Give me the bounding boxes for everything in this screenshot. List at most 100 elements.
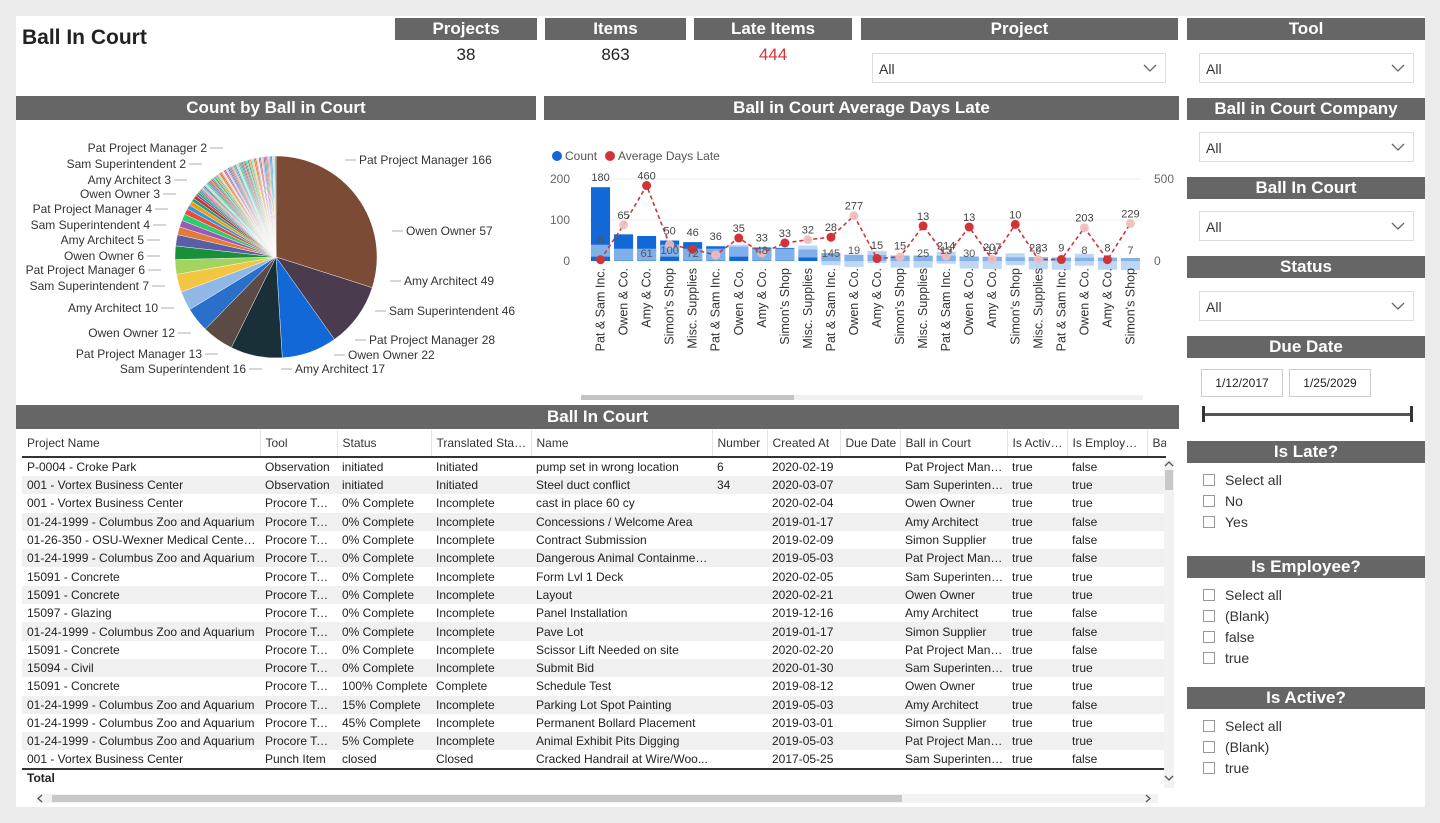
table-cell: false (1072, 514, 1098, 529)
table-cell: 2019-05-03 (772, 734, 834, 749)
scroll-up-icon[interactable] (1164, 460, 1174, 468)
count-bar-detail (683, 248, 703, 261)
column-header[interactable]: Project Name (22, 430, 261, 457)
table-row[interactable]: 01-26-350 - OSU-Wexner Medical Center ..… (22, 530, 1166, 550)
table-cell: Panel Installation (536, 606, 628, 621)
table-row[interactable]: 01-24-1999 - Columbus Zoo and Aquarium Pr… (22, 512, 1166, 531)
column-header[interactable]: Translated Status (431, 430, 532, 457)
y-axis-tick: 100 (550, 213, 570, 227)
ball-in-court-dropdown[interactable]: All (1199, 211, 1414, 241)
column-header[interactable]: Tool (260, 430, 338, 457)
due-date-end-input[interactable]: 1/25/2029 (1289, 369, 1371, 397)
avg-days-late-point (596, 255, 606, 265)
tool-dropdown[interactable]: All (1199, 53, 1414, 83)
is-active-option-true[interactable]: true (1203, 759, 1249, 777)
table-cell: Initiated (436, 460, 479, 474)
table-cell: Procore Task (265, 551, 335, 566)
checkbox-icon (1203, 474, 1215, 486)
table-cell (840, 641, 900, 659)
table-cell: 0% Complete (342, 551, 415, 566)
column-header[interactable]: Number (712, 430, 768, 457)
table-horizontal-scrollbar[interactable] (36, 794, 1158, 803)
table-row[interactable]: 001 - Vortex Business Center Punch Item cl… (22, 750, 1166, 770)
is-employee-option-select-all[interactable]: Select all (1203, 586, 1282, 604)
scroll-down-icon[interactable] (1164, 774, 1174, 782)
pie-label: Pat Project Manager 166 (359, 153, 492, 167)
table-row[interactable]: P-0004 - Croke Park Observation initiated I… (22, 457, 1166, 476)
table-row[interactable]: 001 - Vortex Business Center Procore Task… (22, 494, 1166, 513)
column-header[interactable]: Ball in Court (900, 430, 1008, 457)
table-row[interactable]: 15091 - Concrete Procore Task 0% Complete I… (22, 585, 1166, 605)
table-cell (840, 567, 900, 585)
ball-in-court-table[interactable]: Project Name Tool Status Translated Status N… (22, 430, 1166, 794)
project-dropdown[interactable]: All (872, 53, 1166, 83)
table-cell: false (1072, 606, 1098, 621)
column-header[interactable]: Name (531, 430, 713, 457)
table-cell: Incomplete (436, 551, 495, 566)
due-date-slider-end-handle[interactable] (1410, 406, 1413, 422)
table-row[interactable]: 01-24-1999 - Columbus Zoo and Aquarium Pr… (22, 549, 1166, 568)
column-header[interactable]: Status (337, 430, 432, 457)
pie-slice (274, 155, 277, 258)
scroll-right-icon[interactable] (1144, 794, 1152, 803)
status-dropdown[interactable]: All (1199, 291, 1414, 321)
column-header[interactable]: Is Employee? (1067, 430, 1148, 457)
table-cell: Incomplete (436, 716, 495, 730)
table-cell: Owen Owner (905, 496, 976, 511)
table-row[interactable]: 01-24-1999 - Columbus Zoo and Aquarium Pr… (22, 622, 1166, 641)
average-days-late-combo-chart[interactable]: Count Average Days Late200100050001806546… (544, 120, 1179, 400)
table-row[interactable]: 01-24-1999 - Columbus Zoo and Aquarium Pr… (22, 732, 1166, 751)
x-axis-tick: Owen & Co. (732, 268, 746, 335)
column-header[interactable]: Due Date (840, 430, 901, 458)
table-cell: Procore Task (265, 569, 335, 584)
table-row[interactable]: 001 - Vortex Business Center Observation i… (22, 476, 1166, 495)
legend-label: Average Days Late (618, 149, 720, 163)
table-vertical-scrollbar[interactable] (1164, 460, 1174, 788)
table-cell (712, 513, 767, 531)
is-employee-option-false[interactable]: false (1203, 628, 1255, 646)
table-row[interactable]: 15097 - Glazing Procore Task 0% Complete In… (22, 604, 1166, 623)
table-row[interactable]: 01-24-1999 - Columbus Zoo and Aquarium Pr… (22, 695, 1166, 714)
table-cell: 34 (717, 478, 731, 493)
column-header[interactable]: Bal (1147, 430, 1166, 457)
is-employee-option-true[interactable]: true (1203, 649, 1249, 667)
table-vertical-scroll-thumb[interactable] (1165, 470, 1173, 490)
table-row[interactable]: 01-24-1999 - Columbus Zoo and Aquarium Pr… (22, 713, 1166, 733)
is-active-option-blank[interactable]: (Blank) (1203, 738, 1269, 756)
table-cell: Pat Project Manager (905, 551, 1007, 566)
due-date-start-input[interactable]: 1/12/2017 (1201, 369, 1283, 397)
is-late-option-select-all[interactable]: Select all (1203, 471, 1282, 489)
due-date-slider-start-handle[interactable] (1202, 406, 1205, 422)
count-bar-detail (1074, 253, 1094, 266)
company-dropdown[interactable]: All (1199, 132, 1414, 162)
table-row[interactable]: 15091 - Concrete Procore Task 100% Complet… (22, 677, 1166, 696)
is-late-option-no[interactable]: No (1203, 492, 1243, 510)
pie-label: Amy Architect 3 (88, 173, 172, 187)
table-row[interactable]: 15091 - Concrete Procore Task 0% Complete I… (22, 567, 1166, 586)
table-cell (840, 714, 900, 732)
table-cell: 01-24-1999 - Columbus Zoo and Aquarium (27, 514, 255, 529)
is-late-option-yes[interactable]: Yes (1203, 513, 1248, 531)
table-header: Ball In Court (16, 405, 1179, 429)
column-header[interactable]: Is Active? (1007, 430, 1068, 457)
chevron-down-icon (1391, 302, 1405, 310)
is-employee-option-blank[interactable]: (Blank) (1203, 607, 1269, 625)
is-active-option-select-all[interactable]: Select all (1203, 717, 1282, 735)
pie-label: Pat Project Manager 28 (369, 333, 495, 347)
table-horizontal-scroll-thumb[interactable] (52, 795, 902, 802)
is-employee-filter-header: Is Employee? (1187, 556, 1425, 578)
y-axis-tick: 0 (563, 254, 570, 268)
table-cell: Procore Task (265, 697, 335, 712)
count-by-ball-in-court-pie-chart[interactable]: Pat Project Manager 166 Owen Owner 57 Amy … (16, 120, 536, 400)
table-row[interactable]: 15094 - Civil Procore Task 0% Complete Inco… (22, 658, 1166, 678)
kpi-projects-value: 38 (456, 45, 476, 64)
table-cell: Sam Superintendent (905, 752, 1007, 767)
due-date-slider-track[interactable] (1204, 413, 1410, 416)
column-header[interactable]: Created At (767, 430, 841, 457)
avg-days-late-point (780, 238, 790, 248)
scroll-left-icon[interactable] (36, 794, 44, 803)
avg-days-late-point (941, 251, 951, 261)
data-label: 8 (1104, 243, 1110, 255)
legend-marker-1 (605, 151, 615, 161)
table-row[interactable]: 15091 - Concrete Procore Task 0% Complete I… (22, 640, 1166, 659)
